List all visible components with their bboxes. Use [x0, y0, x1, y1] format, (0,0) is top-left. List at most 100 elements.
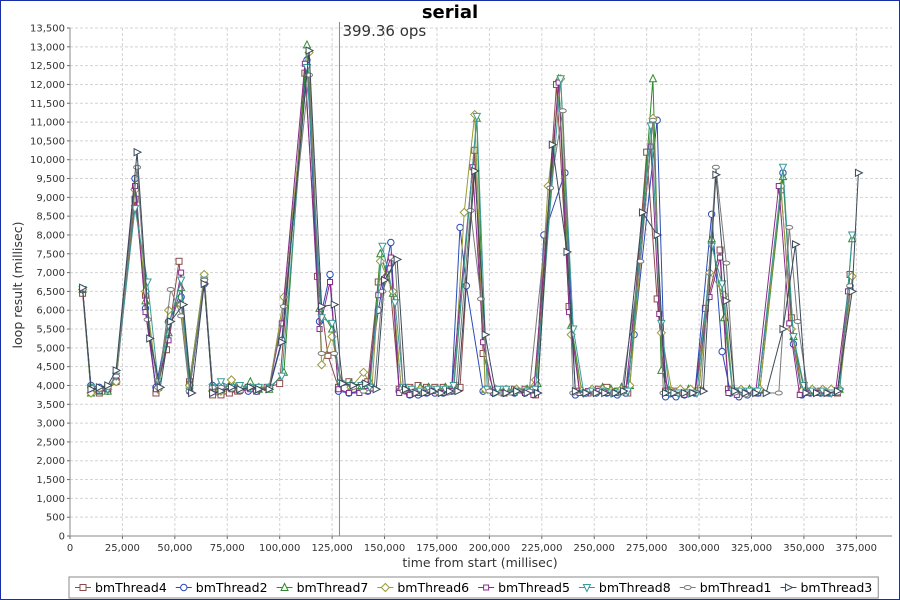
data-point: [556, 75, 565, 84]
y-tick-label: 6,500: [36, 287, 65, 298]
data-point: [420, 388, 430, 398]
data-point: [246, 383, 256, 392]
data-point: [330, 350, 339, 356]
data-point: [277, 372, 287, 382]
data-point: [178, 269, 185, 276]
data-point: [167, 317, 176, 326]
y-tick-label: 13,000: [30, 42, 65, 53]
data-point: [513, 386, 522, 396]
data-point: [813, 388, 822, 398]
legend-label: bmThread3: [800, 580, 872, 595]
data-point: [481, 330, 491, 339]
data-point: [317, 350, 326, 356]
data-point: [472, 112, 482, 122]
data-point: [449, 381, 459, 391]
legend-label: bmThread6: [397, 580, 469, 595]
legend-label: bmThread4: [95, 580, 167, 595]
y-tick-label: 0: [59, 532, 65, 543]
data-point: [712, 170, 721, 180]
data-point: [305, 46, 315, 55]
data-point: [335, 386, 342, 393]
data-point: [79, 283, 88, 292]
data-point: [236, 384, 245, 394]
x-tick-label: 300,000: [678, 543, 719, 554]
legend-swatch-marker: [582, 584, 592, 593]
data-point: [437, 388, 447, 398]
x-tick-label: 325,000: [731, 543, 772, 554]
data-point: [278, 337, 287, 347]
data-point: [166, 287, 175, 293]
data-point: [156, 383, 166, 392]
data-point: [716, 246, 724, 254]
y-tick-label: 9,000: [36, 193, 65, 204]
legend-swatch-marker: [483, 584, 490, 591]
legend-item: bmThread6: [377, 580, 469, 595]
data-point: [793, 319, 802, 325]
data-point: [786, 320, 793, 327]
chart-title: serial: [422, 2, 478, 23]
y-tick-label: 10,500: [30, 136, 65, 147]
x-tick-label: 175,000: [416, 543, 457, 554]
data-point: [670, 388, 680, 398]
data-point: [847, 271, 857, 282]
data-point: [200, 279, 210, 289]
data-point: [778, 171, 788, 181]
legend-label: bmThread1: [700, 580, 772, 595]
data-point: [216, 378, 226, 387]
data-point: [402, 384, 411, 394]
legend-label: bmThread8: [599, 580, 671, 595]
legend-box: [68, 576, 879, 599]
data-point: [741, 388, 751, 398]
data-point: [558, 108, 567, 114]
data-point: [523, 388, 533, 398]
legend-item: bmThread8: [578, 580, 671, 595]
y-tick-label: 5,500: [36, 325, 65, 336]
data-point: [454, 386, 464, 396]
data-point: [227, 383, 237, 392]
data-point: [217, 386, 227, 396]
y-tick-label: 2,000: [36, 456, 65, 467]
data-point: [175, 257, 183, 265]
data-point: [563, 247, 573, 257]
data-point: [276, 380, 284, 388]
y-axis-label: loop result (millisec): [10, 222, 25, 349]
data-point: [176, 276, 186, 286]
data-point: [133, 164, 142, 170]
data-point: [566, 309, 573, 316]
series-bmThread3: [79, 46, 864, 398]
data-point: [330, 300, 340, 309]
data-point: [485, 388, 494, 394]
data-point: [133, 147, 143, 157]
data-point: [648, 73, 658, 83]
data-point: [327, 319, 337, 329]
series-line: [82, 50, 859, 394]
y-tick-label: 7,000: [36, 268, 65, 279]
y-tick-label: 8,500: [36, 212, 65, 223]
data-point: [279, 303, 288, 309]
y-tick-label: 12,500: [30, 61, 65, 72]
x-tick-label: 375,000: [836, 543, 877, 554]
data-point: [327, 279, 334, 285]
data-point: [846, 283, 855, 289]
data-point: [412, 388, 422, 398]
y-tick-label: 1,500: [36, 475, 65, 486]
data-point: [731, 386, 740, 396]
legend-item: bmThread3: [780, 580, 872, 595]
legend-label: bmThread7: [297, 580, 369, 595]
data-point: [265, 384, 275, 394]
data-point: [601, 388, 610, 398]
data-point: [722, 260, 731, 266]
data-point: [131, 195, 139, 203]
data-point: [393, 255, 403, 264]
data-point: [378, 242, 387, 252]
y-tick-label: 9,500: [36, 174, 65, 185]
data-point: [456, 223, 464, 232]
data-point: [848, 287, 858, 296]
data-point: [112, 366, 122, 375]
legend-item: bmThread2: [175, 580, 268, 595]
data-point: [662, 388, 671, 398]
y-tick-label: 6,000: [36, 306, 65, 317]
data-point: [582, 388, 591, 398]
data-point: [316, 326, 323, 333]
